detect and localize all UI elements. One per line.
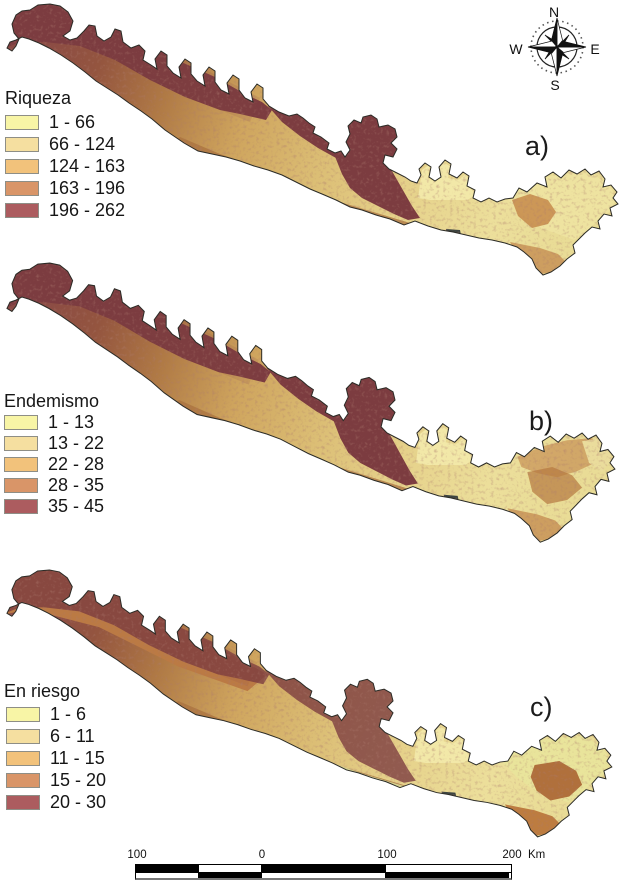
- legend-range: 35 - 45: [48, 496, 105, 516]
- legend-swatch: [4, 436, 38, 451]
- scale-tick-label: 0: [258, 849, 266, 861]
- legend-swatch: [6, 751, 40, 766]
- legend-swatch: [4, 457, 38, 472]
- compass-label-east: E: [590, 41, 600, 57]
- legend-swatch: [5, 115, 39, 130]
- legend-title-riqueza: Riqueza: [5, 88, 72, 108]
- scale-bar-top-row: [136, 865, 511, 872]
- panel-label-c: c): [530, 692, 553, 722]
- legend-swatch: [6, 729, 40, 744]
- compass-rose-icon: [527, 17, 587, 77]
- panel-label-a: a): [525, 131, 550, 161]
- legend-swatch: [5, 181, 39, 196]
- legend-swatch: [5, 203, 39, 218]
- legend-range: 1 - 13: [48, 412, 95, 432]
- legend-title-en-riesgo: En riesgo: [4, 681, 81, 701]
- legend-swatch: [4, 499, 38, 514]
- compass-label-west: W: [509, 41, 523, 57]
- legend-range: 163 - 196: [49, 178, 126, 198]
- scale-bar: [135, 864, 512, 880]
- legend-range: 22 - 28: [48, 454, 105, 474]
- legend-swatch: [4, 415, 38, 430]
- legend-title-endemismo: Endemismo: [4, 391, 100, 411]
- legend-range: 28 - 35: [48, 475, 105, 495]
- legend-range: 124 - 163: [49, 156, 126, 176]
- scale-tick-label: 100: [377, 849, 397, 861]
- legend-swatch: [6, 795, 40, 810]
- compass-label-south: S: [550, 77, 560, 93]
- scale-tick-label: 100: [127, 849, 147, 861]
- legend-range: 20 - 30: [50, 792, 107, 812]
- legend-range: 196 - 262: [49, 200, 126, 220]
- panel-label-b: b): [529, 406, 554, 436]
- compass-label-north: N: [548, 4, 560, 20]
- legend-range: 1 - 66: [49, 112, 96, 132]
- scale-tick-label: 200: [502, 849, 522, 861]
- legend-range: 13 - 22: [48, 433, 105, 453]
- legend-swatch: [6, 773, 40, 788]
- legend-range: 15 - 20: [50, 770, 107, 790]
- legend-swatch: [4, 478, 38, 493]
- scale-bar-bottom-row: [136, 872, 511, 878]
- legend-range: 11 - 15: [50, 748, 105, 768]
- legend-swatch: [5, 137, 39, 152]
- legend-range: 66 - 124: [49, 134, 116, 154]
- legend-range: 1 - 6: [50, 704, 87, 724]
- legend-swatch: [6, 707, 40, 722]
- legend-range: 6 - 11: [50, 726, 95, 746]
- scale-unit-label: Km: [528, 849, 546, 861]
- legend-swatch: [5, 159, 39, 174]
